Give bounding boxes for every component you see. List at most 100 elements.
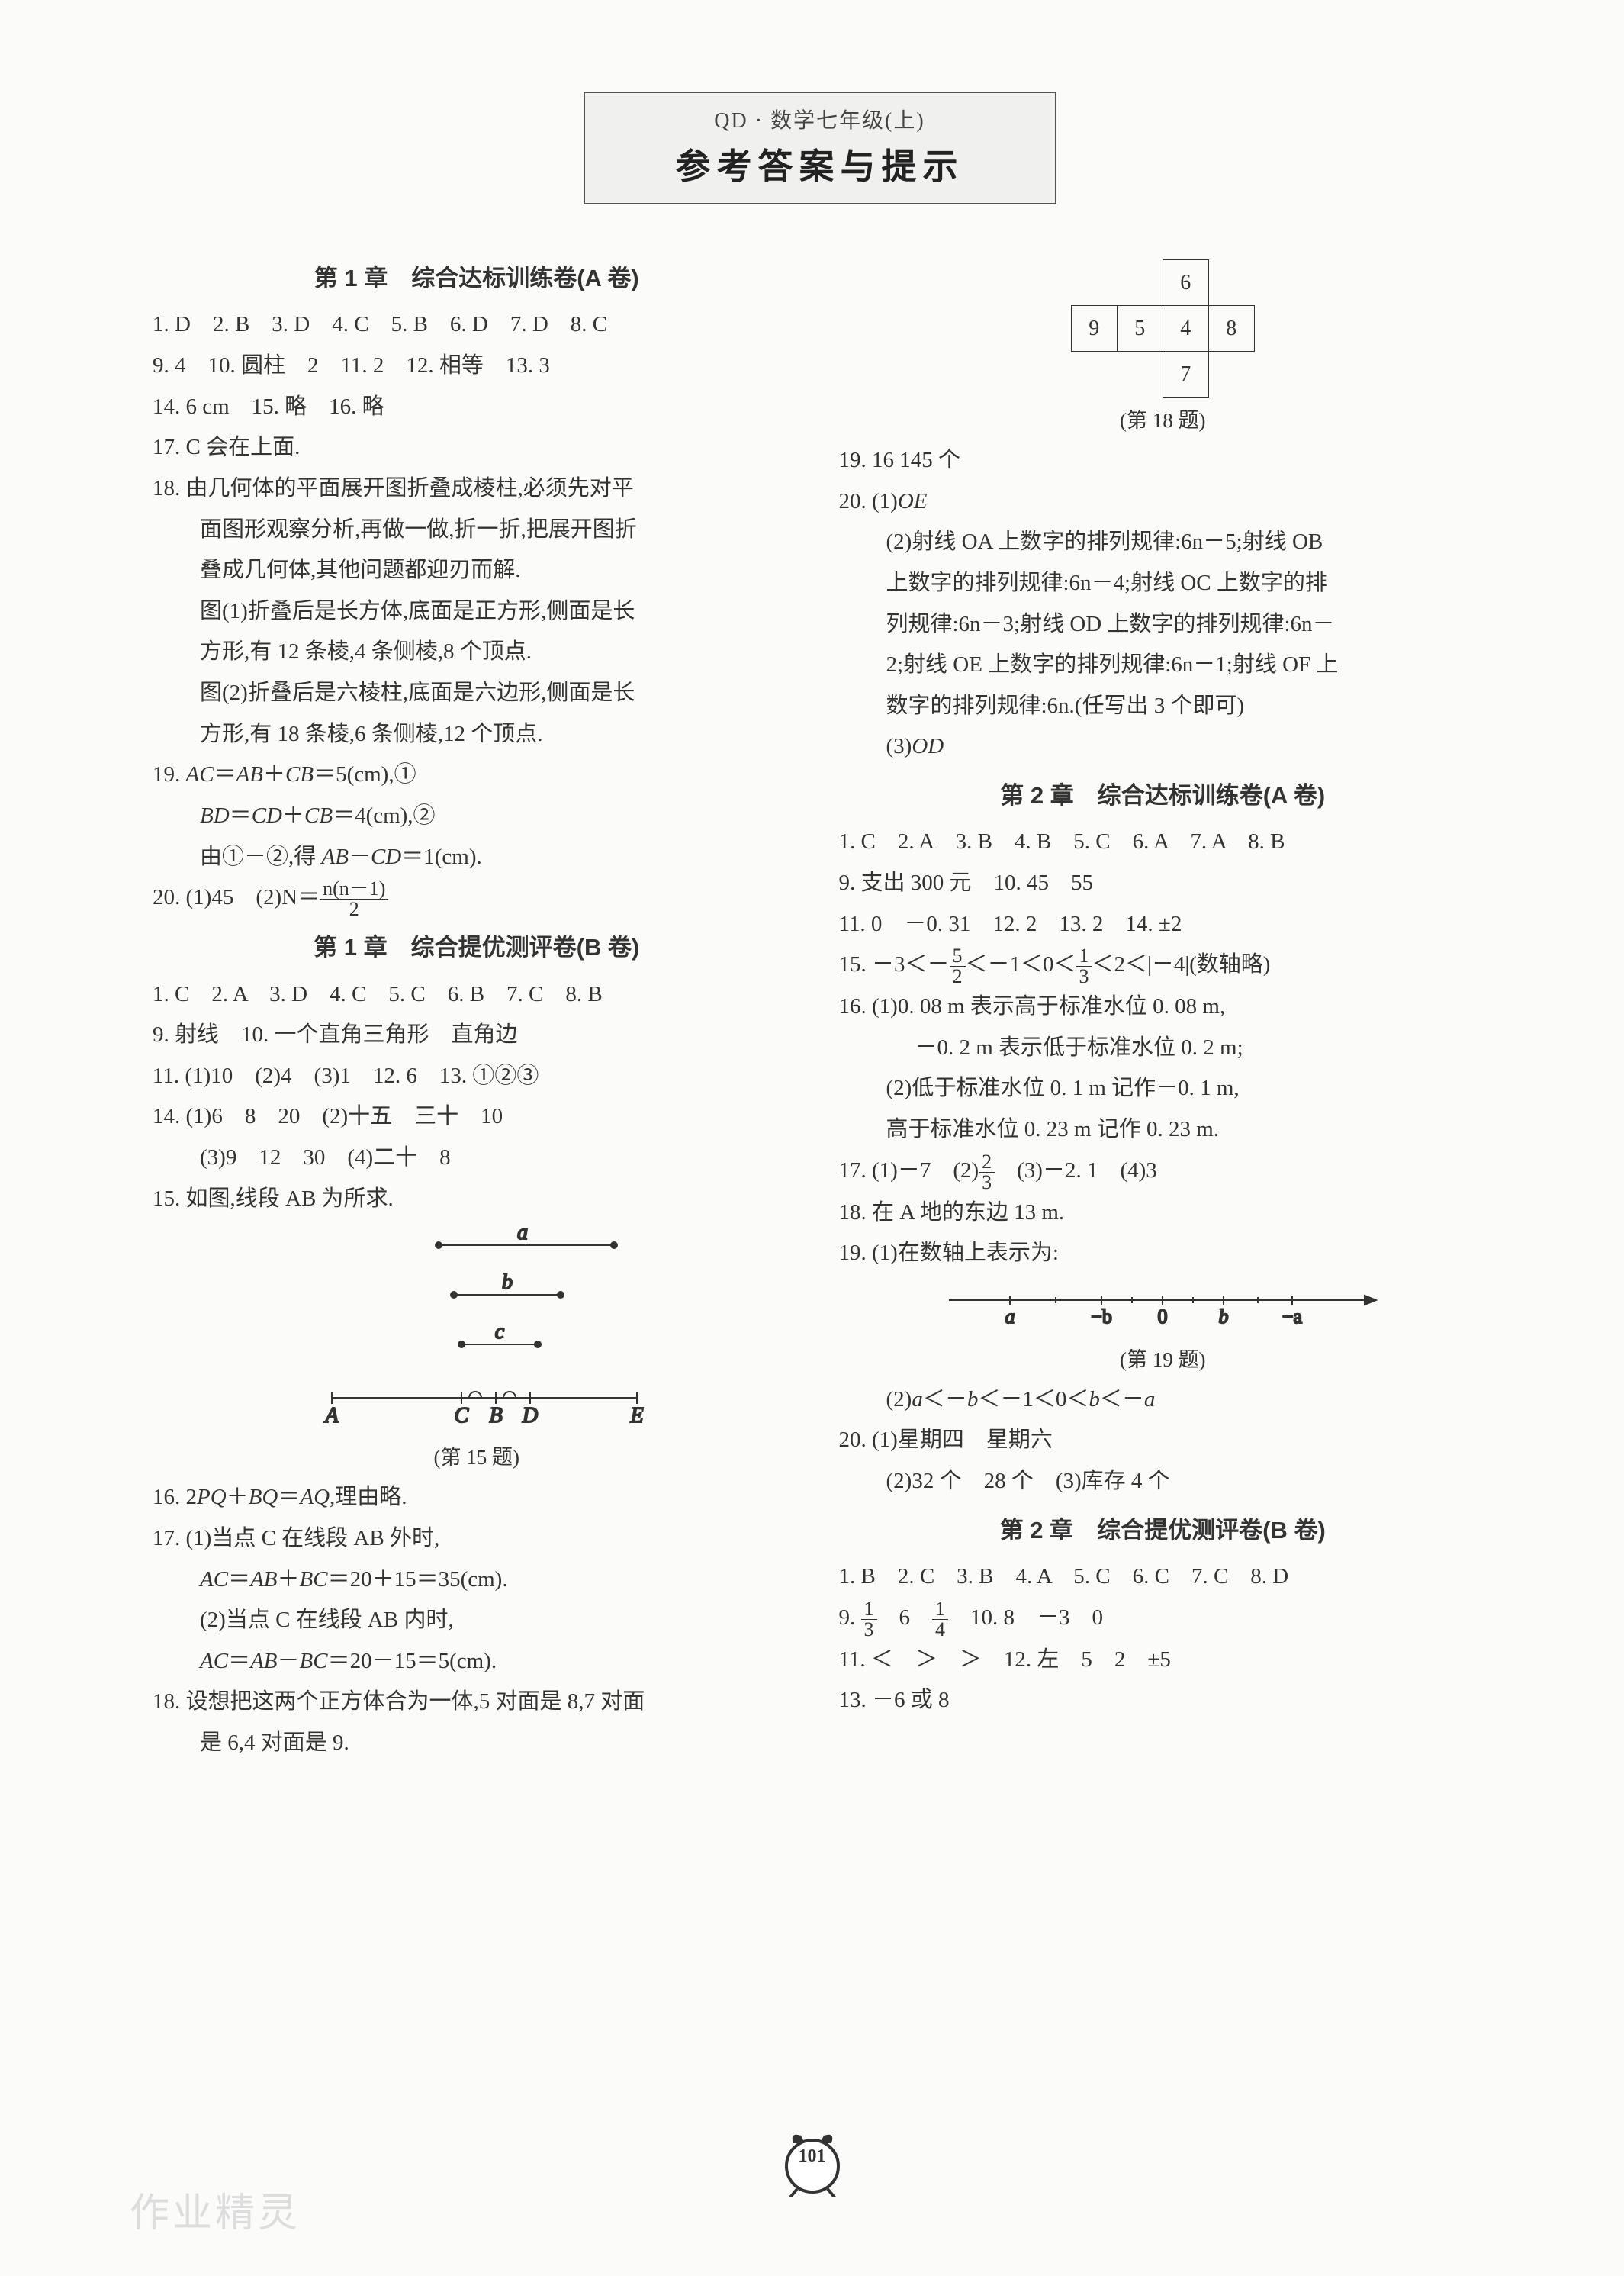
figure-caption: (第 18 题) — [839, 402, 1487, 440]
answer-line: (2)a＜－b＜－1＜0＜b＜－a — [839, 1379, 1487, 1421]
answer-line: 18. 由几何体的平面展开图折叠成棱柱,必须先对平 — [153, 468, 801, 510]
answer-line: (2)32 个 28 个 (3)库存 4 个 — [839, 1461, 1487, 1502]
figure-caption: (第 19 题) — [839, 1341, 1487, 1379]
watermark: 作业精灵 — [130, 2181, 301, 2238]
text: 15. －3＜－ — [839, 952, 950, 977]
svg-text:b: b — [1219, 1305, 1229, 1328]
answer-line: 是 6,4 对面是 9. — [153, 1723, 801, 1764]
svg-text:−b: −b — [1091, 1305, 1112, 1328]
answer-line: 17. C 会在上面. — [153, 427, 801, 468]
answer-line: 18. 在 A 地的东边 13 m. — [839, 1193, 1487, 1234]
answer-line: 列规律:6n－3;射线 OD 上数字的排列规律:6n－ — [839, 604, 1487, 645]
answer-line: 20. (1)星期四 星期六 — [839, 1420, 1487, 1461]
svg-text:E: E — [629, 1404, 643, 1428]
section-heading: 第 2 章 综合达标训练卷(A 卷) — [839, 774, 1487, 817]
answer-line: 9. 支出 300 元 10. 45 55 — [839, 863, 1487, 904]
svg-text:B: B — [489, 1404, 502, 1428]
fraction: n(n－1)2 — [320, 879, 388, 919]
answer-line: 15. －3＜－52＜－1＜0＜13＜2＜|－4|(数轴略) — [839, 945, 1487, 987]
answer-line: (3)9 12 30 (4)二十 8 — [153, 1138, 801, 1179]
svg-text:A: A — [323, 1404, 339, 1428]
answer-line: 2;射线 OE 上数字的排列规律:6n－1;射线 OF 上 — [839, 645, 1487, 686]
answer-line: 19. AC＝AB＋CB＝5(cm),① — [153, 755, 801, 796]
svg-text:C: C — [454, 1404, 468, 1428]
section-heading: 第 2 章 综合提优测评卷(B 卷) — [839, 1508, 1487, 1552]
two-column-layout: 第 1 章 综合达标训练卷(A 卷) 1. D 2. B 3. D 4. C 5… — [153, 250, 1487, 1764]
answer-line: 20. (1)45 (2)N＝n(n－1)2 — [153, 877, 801, 919]
text: (3)－2. 1 (4)3 — [995, 1158, 1157, 1183]
title-box: QD · 数学七年级(上) 参考答案与提示 — [584, 92, 1056, 204]
right-column: 6 9 5 4 8 7 (第 18 题) 19. 16 145 个 20. (1… — [839, 250, 1487, 1764]
fraction: 13 — [1076, 946, 1092, 987]
answer-line: (2)当点 C 在线段 AB 内时, — [153, 1600, 801, 1641]
svg-text:0: 0 — [1158, 1305, 1168, 1328]
text: ＜2＜|－4|(数轴略) — [1092, 952, 1271, 977]
answer-line: 20. (1)OE — [839, 481, 1487, 523]
answer-line: 18. 设想把这两个正方体合为一体,5 对面是 8,7 对面 — [153, 1682, 801, 1723]
answer-line: AC＝AB－BC＝20－15＝5(cm). — [153, 1641, 801, 1682]
answer-line: 19. (1)在数轴上表示为: — [839, 1233, 1487, 1274]
answer-line: 11. 0 －0. 31 12. 2 13. 2 14. ±2 — [839, 904, 1487, 945]
text: 20. (1)45 (2)N＝ — [153, 885, 320, 909]
page: QD · 数学七年级(上) 参考答案与提示 第 1 章 综合达标训练卷(A 卷)… — [0, 0, 1624, 2276]
grid-cell: 6 — [1163, 260, 1208, 306]
fraction: 23 — [979, 1152, 995, 1193]
text: 9. — [839, 1605, 861, 1630]
answer-line: 1. C 2. A 3. B 4. B 5. C 6. A 7. A 8. B — [839, 822, 1487, 863]
answer-line: 14. 6 cm 15. 略 16. 略 — [153, 387, 801, 428]
figure-18: 6 9 5 4 8 7 — [839, 259, 1487, 398]
answer-line: 9. 4 10. 圆柱 2 11. 2 12. 相等 13. 3 — [153, 346, 801, 387]
answer-line: －0. 2 m 表示低于标准水位 0. 2 m; — [839, 1028, 1487, 1069]
text: ＜－1＜0＜ — [966, 952, 1076, 977]
answer-line: 叠成几何体,其他问题都迎刃而解. — [153, 550, 801, 591]
text: 10. 8 －3 0 — [948, 1605, 1103, 1630]
answer-line: 16. 2PQ＋BQ＝AQ,理由略. — [153, 1477, 801, 1518]
answer-line: (2)低于标准水位 0. 1 m 记作－0. 1 m, — [839, 1068, 1487, 1109]
figure-15: a b c — [286, 1222, 667, 1436]
answer-line: (3)OD — [839, 726, 1487, 768]
answer-line: 面图形观察分析,再做一做,折一折,把展开图折 — [153, 510, 801, 551]
answer-line: 15. 如图,线段 AB 为所求. — [153, 1179, 801, 1220]
answer-line: AC＝AB＋BC＝20＋15＝35(cm). — [153, 1560, 801, 1601]
svg-text:c: c — [495, 1320, 505, 1344]
grid-cell: 7 — [1163, 352, 1208, 398]
answer-line: 16. (1)0. 08 m 表示高于标准水位 0. 08 m, — [839, 987, 1487, 1028]
svg-text:b: b — [502, 1270, 513, 1294]
answer-line: 高于标准水位 0. 23 m 记作 0. 23 m. — [839, 1109, 1487, 1151]
answer-line: 11. (1)10 (2)4 (3)1 12. 6 13. ①②③ — [153, 1056, 801, 1097]
svg-text:−a: −a — [1282, 1305, 1303, 1328]
grid-cell: 5 — [1117, 306, 1163, 352]
answer-line: 19. 16 145 个 — [839, 440, 1487, 481]
answer-line: 1. B 2. C 3. B 4. A 5. C 6. C 7. C 8. D — [839, 1557, 1487, 1598]
fraction: 14 — [932, 1599, 948, 1640]
fraction: 13 — [861, 1599, 877, 1640]
title-subtitle: QD · 数学七年级(上) — [585, 104, 1055, 134]
left-column: 第 1 章 综合达标训练卷(A 卷) 1. D 2. B 3. D 4. C 5… — [153, 250, 801, 1764]
answer-line: 1. C 2. A 3. D 4. C 5. C 6. B 7. C 8. B — [153, 974, 801, 1016]
answer-line: 17. (1)－7 (2)23 (3)－2. 1 (4)3 — [839, 1151, 1487, 1193]
answer-line: 上数字的排列规律:6n－4;射线 OC 上数字的排 — [839, 563, 1487, 604]
section-heading: 第 1 章 综合提优测评卷(B 卷) — [153, 926, 801, 969]
answer-line: 9. 射线 10. 一个直角三角形 直角边 — [153, 1015, 801, 1056]
answer-line: 方形,有 12 条棱,4 条侧棱,8 个顶点. — [153, 632, 801, 673]
page-number: 101 — [767, 2146, 858, 2167]
svg-text:a: a — [1005, 1305, 1015, 1328]
page-number-badge: 101 — [767, 2125, 858, 2200]
answer-line: 17. (1)当点 C 在线段 AB 外时, — [153, 1518, 801, 1560]
answer-line: 11. ＜ ＞ ＞ 12. 左 5 2 ±5 — [839, 1640, 1487, 1681]
figure-caption: (第 15 题) — [153, 1439, 801, 1477]
text: 17. (1)－7 (2) — [839, 1158, 979, 1183]
grid-cell: 9 — [1071, 306, 1117, 352]
figure-19: a −b 0 b −a — [926, 1277, 1399, 1338]
answer-line: 方形,有 18 条棱,6 条侧棱,12 个顶点. — [153, 714, 801, 755]
svg-text:D: D — [522, 1404, 538, 1428]
answer-line: 由①－②,得 AB－CD＝1(cm). — [153, 837, 801, 878]
text: 6 — [877, 1605, 933, 1630]
answer-line: BD＝CD＋CB＝4(cm),② — [153, 796, 801, 837]
answer-line: 图(2)折叠后是六棱柱,底面是六边形,侧面是长 — [153, 673, 801, 714]
grid-cell: 8 — [1208, 306, 1254, 352]
title-main: 参考答案与提示 — [585, 139, 1055, 189]
answer-line: 9. 13 6 14 10. 8 －3 0 — [839, 1598, 1487, 1640]
grid-cell: 4 — [1163, 306, 1208, 352]
answer-line: (2)射线 OA 上数字的排列规律:6n－5;射线 OB — [839, 522, 1487, 563]
